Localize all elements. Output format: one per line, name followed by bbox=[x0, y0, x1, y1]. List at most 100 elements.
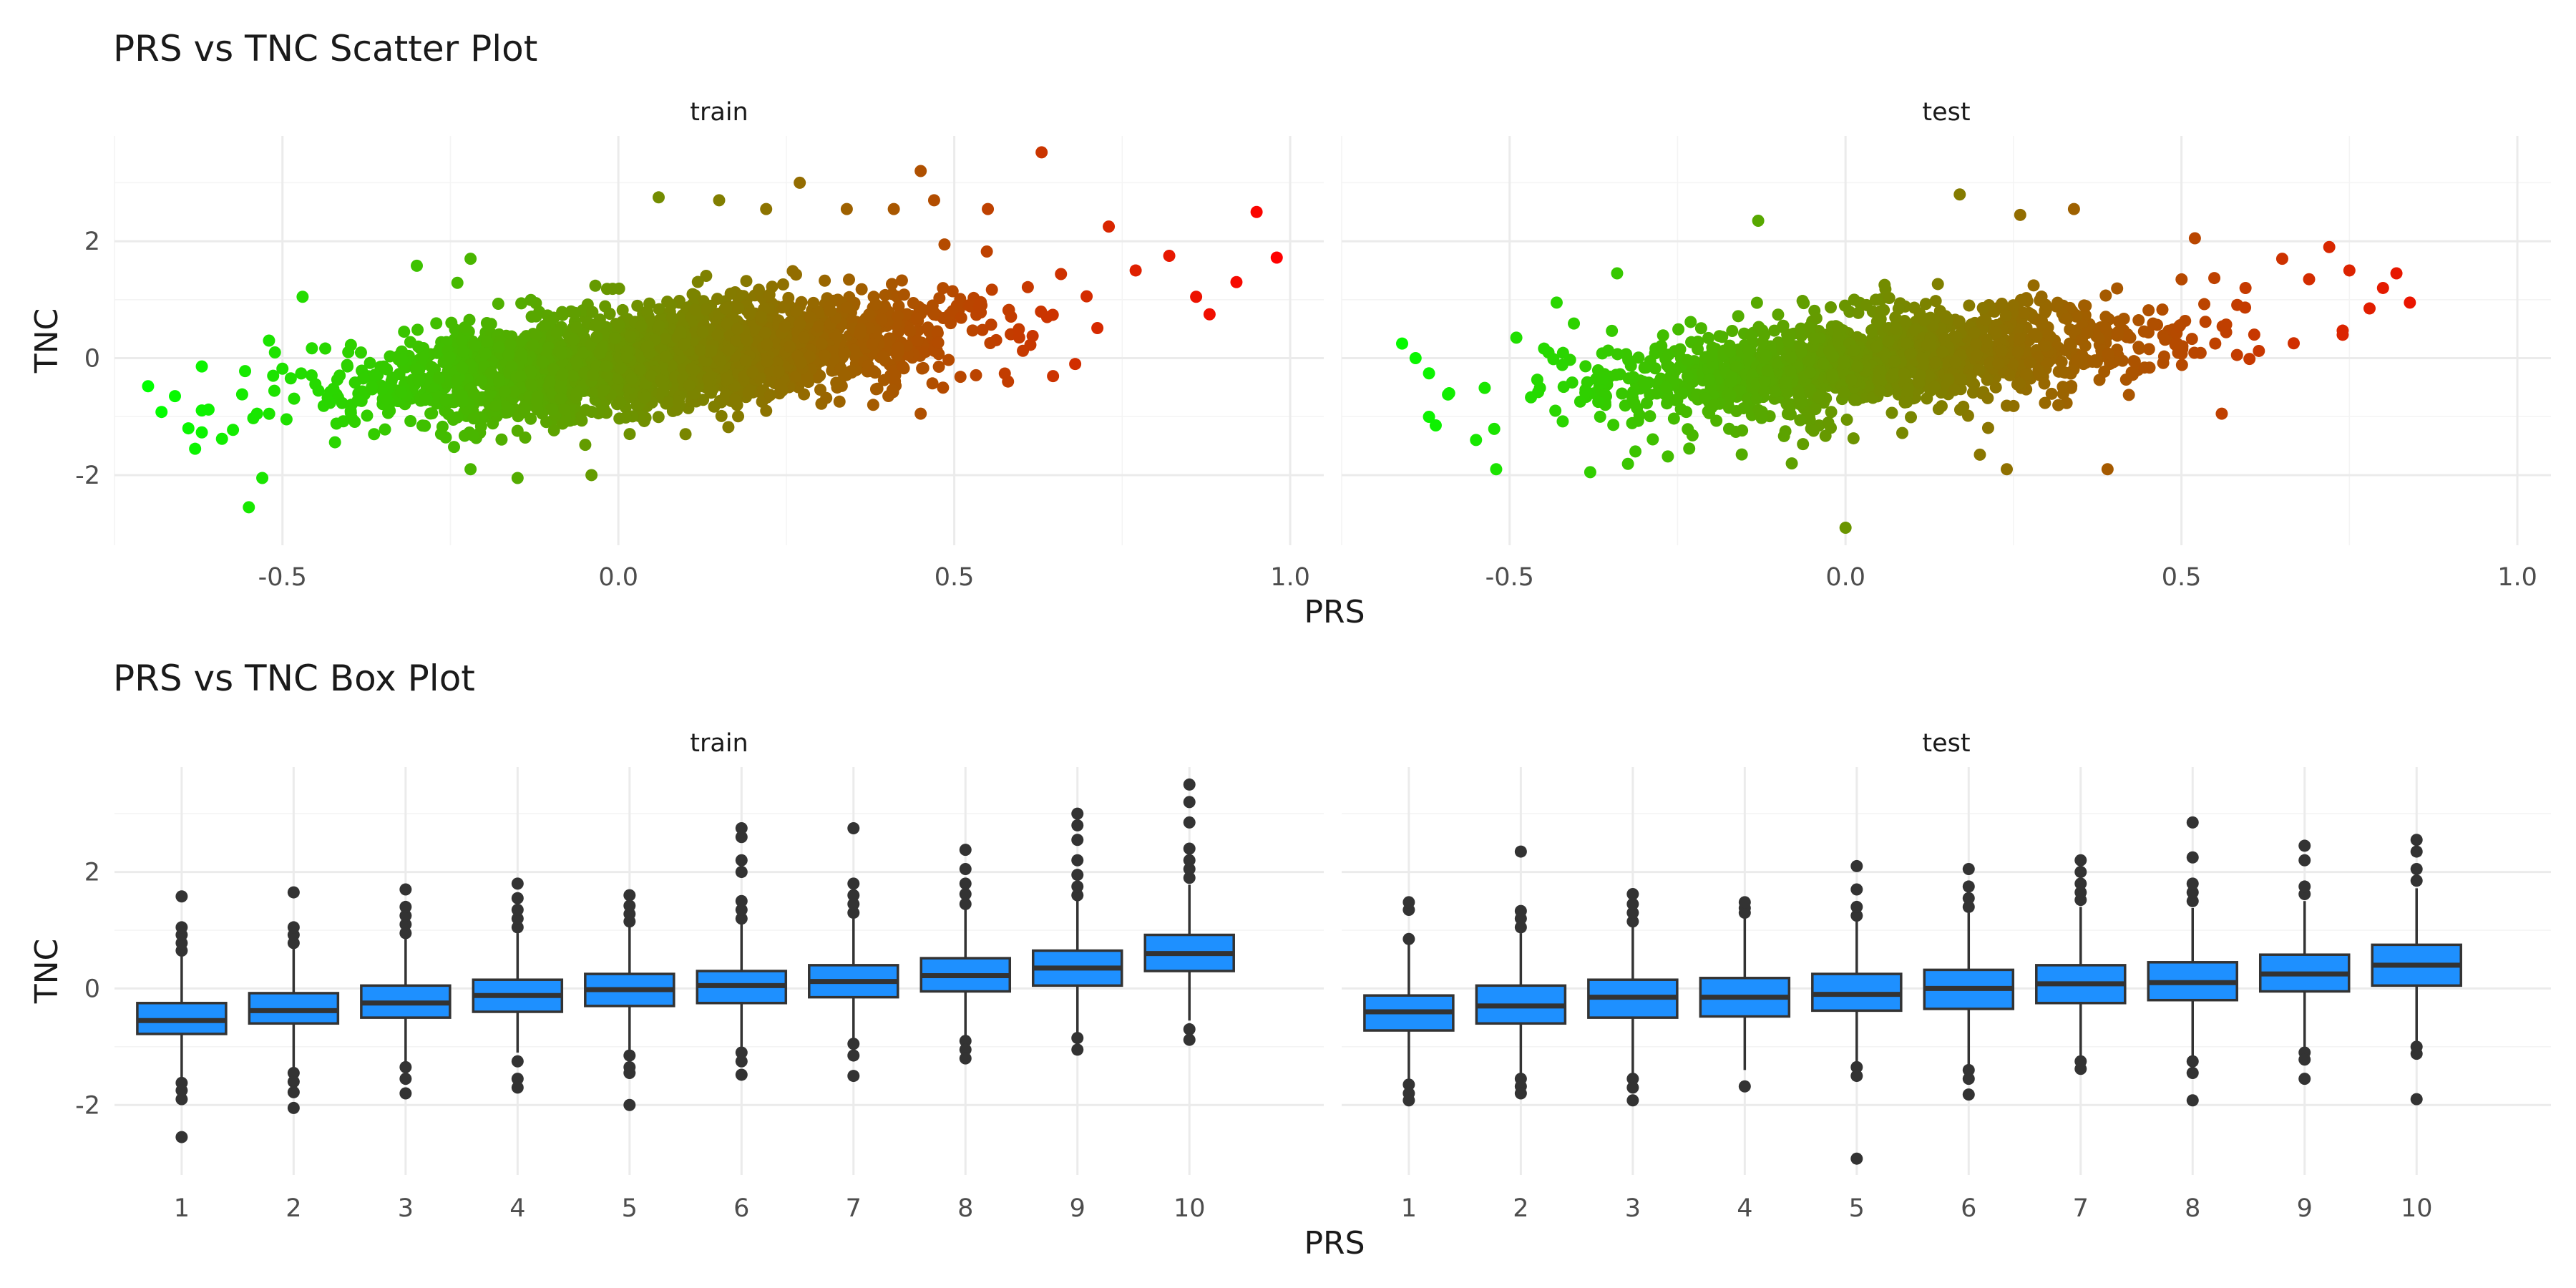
scatter-point bbox=[328, 436, 341, 449]
outlier-point bbox=[399, 883, 412, 896]
scatter-point bbox=[1069, 358, 1082, 371]
scatter-point bbox=[2111, 329, 2124, 342]
box-train-3 bbox=[360, 883, 452, 1100]
outlier-point bbox=[511, 1081, 524, 1094]
scatter-point bbox=[2343, 264, 2356, 277]
outlier-point bbox=[1183, 842, 1196, 855]
scatter-point bbox=[942, 353, 955, 366]
scatter-point bbox=[309, 378, 322, 391]
scatter-point bbox=[2013, 332, 2026, 345]
scatter-points-test bbox=[1396, 188, 2416, 534]
scatter-point bbox=[784, 341, 796, 353]
scatter-point bbox=[276, 362, 289, 375]
scatter-point bbox=[1807, 333, 1820, 346]
scatter-point bbox=[1633, 409, 1646, 421]
scatter-point bbox=[715, 409, 728, 422]
scatter-point bbox=[570, 321, 583, 334]
scatter-point bbox=[239, 365, 252, 378]
scatter-point bbox=[288, 392, 301, 405]
outlier-point bbox=[959, 877, 972, 890]
scatter-point bbox=[2142, 304, 2155, 317]
scatter-point bbox=[2147, 317, 2160, 330]
scatter-point bbox=[794, 318, 806, 331]
scatter-point bbox=[169, 390, 181, 403]
scatter-point bbox=[699, 303, 712, 316]
outlier-point bbox=[1626, 897, 1639, 910]
outlier-point bbox=[2074, 854, 2087, 867]
scatter-point bbox=[1896, 426, 1908, 439]
scatter-point bbox=[2169, 338, 2182, 351]
scatter-point bbox=[705, 344, 718, 357]
scatter-point bbox=[1722, 422, 1735, 435]
scatter-point bbox=[1621, 457, 1634, 470]
scatter-point bbox=[575, 414, 588, 427]
scatter-point bbox=[713, 194, 726, 207]
scatter-point bbox=[728, 393, 741, 406]
scatter-y-axis-title: TNC bbox=[29, 308, 65, 374]
scatter-point bbox=[354, 346, 367, 359]
scatter-point bbox=[2019, 368, 2032, 381]
scatter-point bbox=[1889, 311, 1902, 324]
scatter-point bbox=[1568, 317, 1581, 330]
scatter-point bbox=[2079, 309, 2092, 322]
scatter-point bbox=[679, 428, 692, 441]
scatter-point bbox=[1681, 353, 1694, 366]
scatter-point bbox=[2064, 339, 2077, 352]
scatter-point bbox=[730, 334, 743, 347]
scatter-point bbox=[2039, 304, 2051, 317]
scatter-point bbox=[1941, 312, 1954, 325]
scatter-point bbox=[794, 356, 807, 369]
scatter-point bbox=[508, 386, 521, 399]
scatter-point bbox=[450, 374, 463, 386]
outlier-point bbox=[2186, 816, 2199, 829]
box-test-3 bbox=[1587, 888, 1679, 1107]
scatter-point bbox=[1574, 395, 1586, 408]
scatter-point bbox=[1557, 381, 1570, 394]
scatter-x-axis-title: PRS bbox=[1304, 594, 1365, 630]
scatter-point bbox=[980, 245, 993, 258]
scatter-point bbox=[554, 381, 567, 394]
scatter-point bbox=[914, 407, 927, 420]
scatter-point bbox=[2303, 273, 2316, 286]
scatter-point bbox=[841, 301, 854, 314]
scatter-point bbox=[1761, 364, 1774, 377]
outlier-point bbox=[399, 1087, 412, 1100]
scatter-point bbox=[1953, 315, 1966, 328]
scatter-point bbox=[1002, 304, 1015, 317]
scatter-point bbox=[381, 393, 394, 406]
outlier-point bbox=[2074, 866, 2087, 879]
scatter-point bbox=[2188, 346, 2201, 359]
scatter-point bbox=[1817, 357, 1830, 370]
scatter-point bbox=[469, 339, 482, 352]
scatter-point bbox=[215, 432, 228, 445]
scatter-point bbox=[1992, 357, 2005, 370]
scatter-point bbox=[1547, 353, 1560, 366]
x-tick-label: 6 bbox=[1961, 1194, 1976, 1223]
outlier-point bbox=[399, 900, 412, 913]
scatter-point bbox=[432, 372, 445, 385]
outlier-point bbox=[623, 1049, 636, 1062]
scatter-point bbox=[2003, 369, 2016, 381]
scatter-point bbox=[1777, 429, 1790, 442]
scatter-point bbox=[379, 423, 391, 436]
outlier-point bbox=[1962, 1073, 1975, 1085]
scatter-point bbox=[1722, 401, 1735, 414]
scatter-point bbox=[1848, 394, 1860, 406]
scatter-point bbox=[1845, 374, 1858, 386]
scatter-point bbox=[2006, 358, 2019, 371]
scatter-point bbox=[357, 372, 370, 385]
scatter-point bbox=[1021, 280, 1034, 293]
scatter-point bbox=[1838, 386, 1850, 399]
scatter-point bbox=[919, 346, 932, 358]
scatter-point bbox=[972, 300, 985, 313]
scatter-point bbox=[2013, 377, 2026, 390]
scatter-point bbox=[742, 386, 755, 399]
scatter-point bbox=[1409, 352, 1422, 365]
scatter-point bbox=[1929, 295, 1942, 308]
scatter-point bbox=[665, 359, 678, 372]
scatter-point bbox=[368, 428, 381, 441]
x-tick-label: 10 bbox=[2401, 1194, 2433, 1223]
scatter-point bbox=[1650, 387, 1663, 400]
outlier-point bbox=[1183, 816, 1196, 829]
outlier-point bbox=[1962, 892, 1975, 904]
